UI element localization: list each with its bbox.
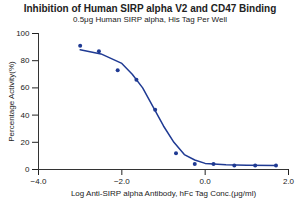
svg-text:−4.0: −4.0	[31, 177, 47, 186]
svg-text:−2.0: −2.0	[114, 177, 130, 186]
svg-text:Log Anti-SIRP alpha Antibody,: Log Anti-SIRP alpha Antibody, hFc Tag Co…	[71, 189, 256, 198]
svg-text:Percentage Activity(%): Percentage Activity(%)	[7, 61, 16, 142]
html-text:0.5μg Human SIRP alpha, His Ta: 0.5μg Human SIRP alpha, His Tag Per Well	[73, 15, 227, 24]
svg-text:0.0: 0.0	[200, 177, 212, 186]
svg-text:20: 20	[21, 138, 30, 147]
html-text:Inhibition of Human SIRP alpha: Inhibition of Human SIRP alpha V2 and CD…	[23, 3, 277, 14]
svg-text:2.0: 2.0	[283, 177, 295, 186]
svg-text:0: 0	[25, 165, 30, 174]
svg-text:80: 80	[21, 56, 30, 65]
svg-text:40: 40	[21, 111, 30, 120]
svg-text:60: 60	[21, 83, 30, 92]
svg-text:100: 100	[16, 29, 30, 38]
